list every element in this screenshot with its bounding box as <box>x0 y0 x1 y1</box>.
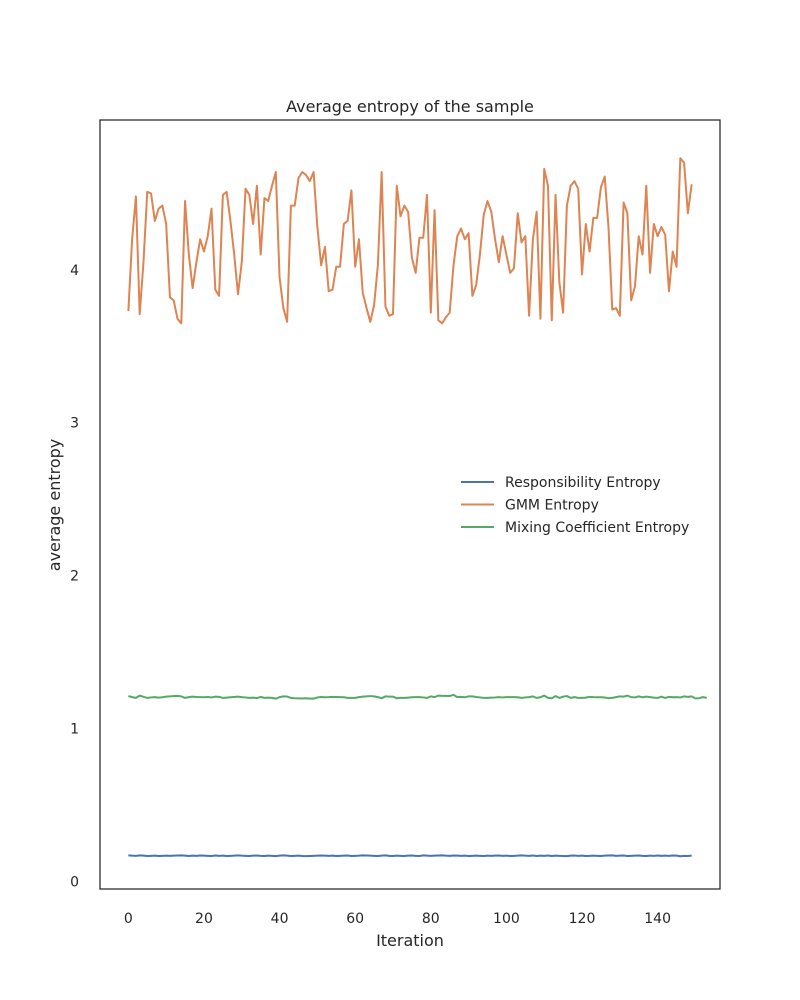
x-tick-label: 140 <box>644 911 671 927</box>
x-tick-label: 120 <box>569 911 596 927</box>
y-tick-label: 0 <box>70 874 79 890</box>
y-tick-label: 1 <box>70 721 79 737</box>
x-tick-label: 60 <box>346 911 364 927</box>
legend: Responsibility Entropy GMM Entropy Mixing … <box>461 475 689 536</box>
x-tick-label: 0 <box>124 911 133 927</box>
series-line-2 <box>128 693 707 700</box>
y-tick-label: 3 <box>70 416 79 432</box>
legend-label-2: Mixing Coefficient Entropy <box>505 520 689 536</box>
x-axis-label: Iteration <box>376 931 444 950</box>
x-tick-label: 80 <box>422 911 440 927</box>
x-tick-label: 20 <box>195 911 213 927</box>
x-tick-label: 100 <box>493 911 520 927</box>
series-line-1 <box>127 157 693 325</box>
series-line-0 <box>128 854 692 858</box>
y-axis-label: average entropy <box>45 439 64 571</box>
series-lines <box>127 157 707 858</box>
chart-title: Average entropy of the sample <box>286 97 534 116</box>
x-axis-ticks: 0 20 40 60 80 100 120 140 <box>124 911 671 927</box>
legend-label-0: Responsibility Entropy <box>505 475 661 491</box>
y-tick-label: 4 <box>70 263 79 279</box>
x-tick-label: 40 <box>271 911 289 927</box>
plot-frame <box>99 119 721 890</box>
y-axis-ticks: 0 1 2 3 4 <box>70 263 79 891</box>
legend-label-1: GMM Entropy <box>505 498 599 514</box>
y-tick-label: 2 <box>70 569 79 585</box>
